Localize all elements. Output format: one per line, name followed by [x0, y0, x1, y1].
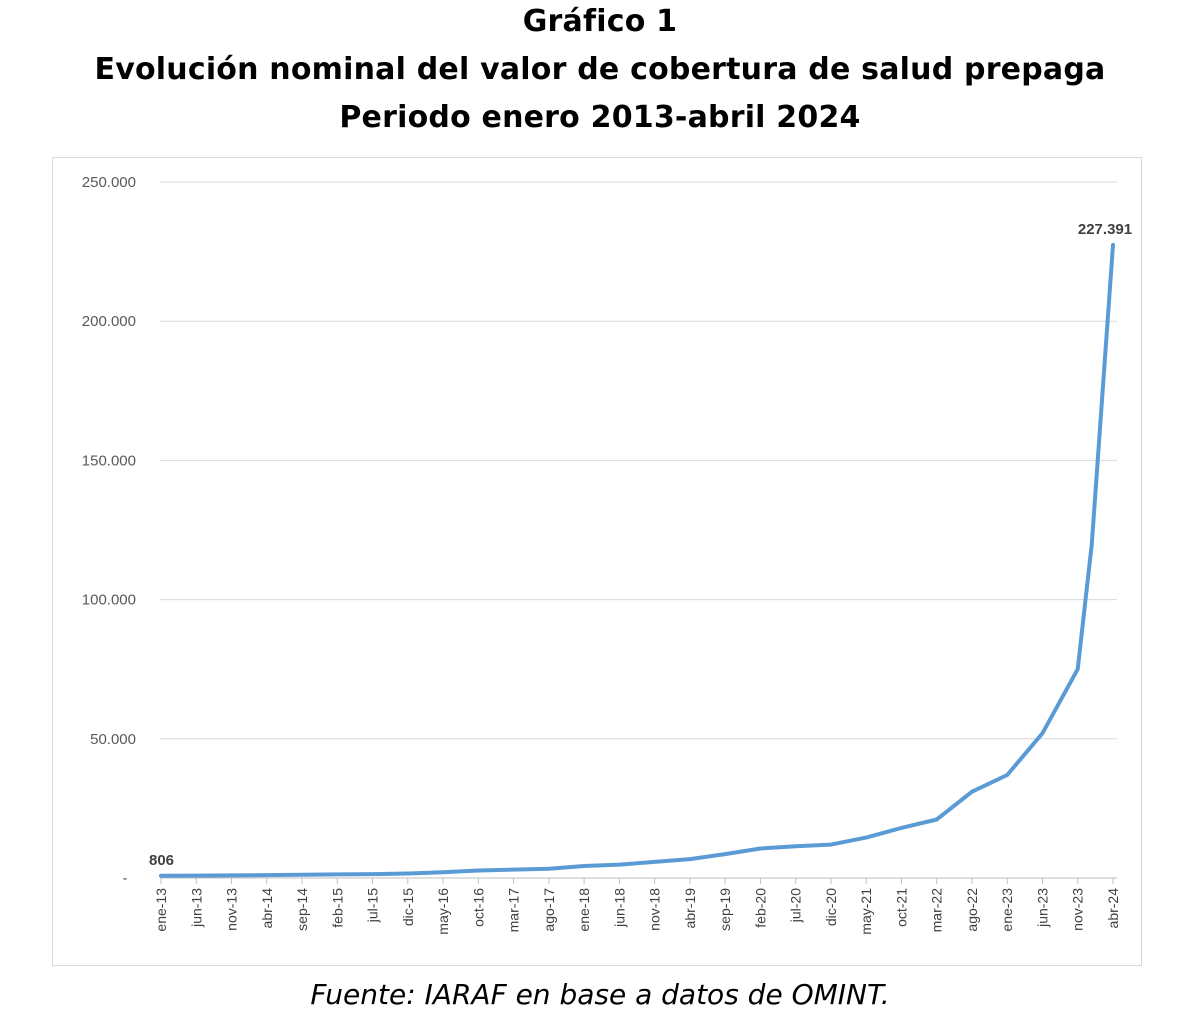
- x-tick-label: jul-20: [788, 888, 804, 923]
- x-tick-label: jun-13: [188, 888, 204, 928]
- x-tick-label: abr-14: [259, 888, 275, 929]
- x-tick-label: jun-18: [611, 888, 627, 928]
- data-label: 227.391: [1078, 221, 1132, 238]
- x-tick-label: nov-23: [1070, 888, 1086, 931]
- data-labels: 806 227.391: [149, 221, 1132, 869]
- y-tick-label: -: [123, 870, 128, 887]
- y-tick-label: 50.000: [90, 731, 136, 748]
- x-tick-label: mar-17: [506, 888, 522, 933]
- y-tick-label: 150.000: [82, 452, 136, 469]
- x-tick-label: jun-23: [1034, 888, 1050, 928]
- chart-frame: - 50.000 100.000 150.000 200.000 250.000 ene-…: [52, 157, 1142, 966]
- x-tick-label: may-16: [435, 888, 451, 935]
- line-chart: - 50.000 100.000 150.000 200.000 250.000 ene-…: [82, 174, 1132, 935]
- series-line: [159, 242, 1115, 878]
- x-tick-label: may-21: [858, 888, 874, 935]
- x-tick-label: nov-13: [224, 888, 240, 931]
- data-label: 806: [149, 852, 174, 869]
- y-tick-label: 200.000: [82, 313, 136, 330]
- x-tick-label: ene-23: [999, 888, 1015, 932]
- x-tick-label: jul-15: [365, 888, 381, 923]
- chart-title-line1: Gráfico 1: [522, 4, 678, 39]
- x-axis: ene-13 jun-13 nov-13 abr-14 sep-14 feb-15 jul-…: [153, 877, 1121, 935]
- series-layer: [159, 242, 1115, 878]
- x-tick-label: abr-24: [1105, 888, 1121, 929]
- x-tick-label: mar-22: [929, 888, 945, 933]
- x-tick-label: ago-17: [541, 888, 557, 932]
- chart-title-line2: Evolución nominal del valor de cobertura…: [94, 52, 1106, 87]
- y-tick-label: 250.000: [82, 174, 136, 191]
- x-tick-label: sep-19: [717, 888, 733, 931]
- grid-lines: [160, 181, 1117, 740]
- x-tick-label: ene-18: [576, 888, 592, 932]
- x-tick-label: ago-22: [964, 888, 980, 932]
- chart-title-line3: Periodo enero 2013-abril 2024: [339, 100, 861, 135]
- chart-title-block: Gráfico 1 Evolución nominal del valor de…: [0, 0, 1200, 142]
- x-tick-label: sep-14: [294, 888, 310, 931]
- y-axis-ticks: - 50.000 100.000 150.000 200.000 250.000: [82, 174, 136, 887]
- x-tick-label: feb-20: [752, 888, 768, 928]
- x-tick-label: dic-20: [823, 888, 839, 926]
- x-tick-label: nov-18: [647, 888, 663, 931]
- x-tick-label: oct-16: [470, 888, 486, 927]
- source-note: Fuente: IARAF en base a datos de OMINT.: [310, 978, 890, 1011]
- x-tick-label: oct-21: [893, 888, 909, 927]
- x-tick-label: ene-13: [153, 888, 169, 932]
- x-tick-label: dic-15: [400, 888, 416, 926]
- y-tick-label: 100.000: [82, 592, 136, 609]
- x-tick-label: abr-19: [682, 888, 698, 929]
- x-tick-label: feb-15: [329, 888, 345, 928]
